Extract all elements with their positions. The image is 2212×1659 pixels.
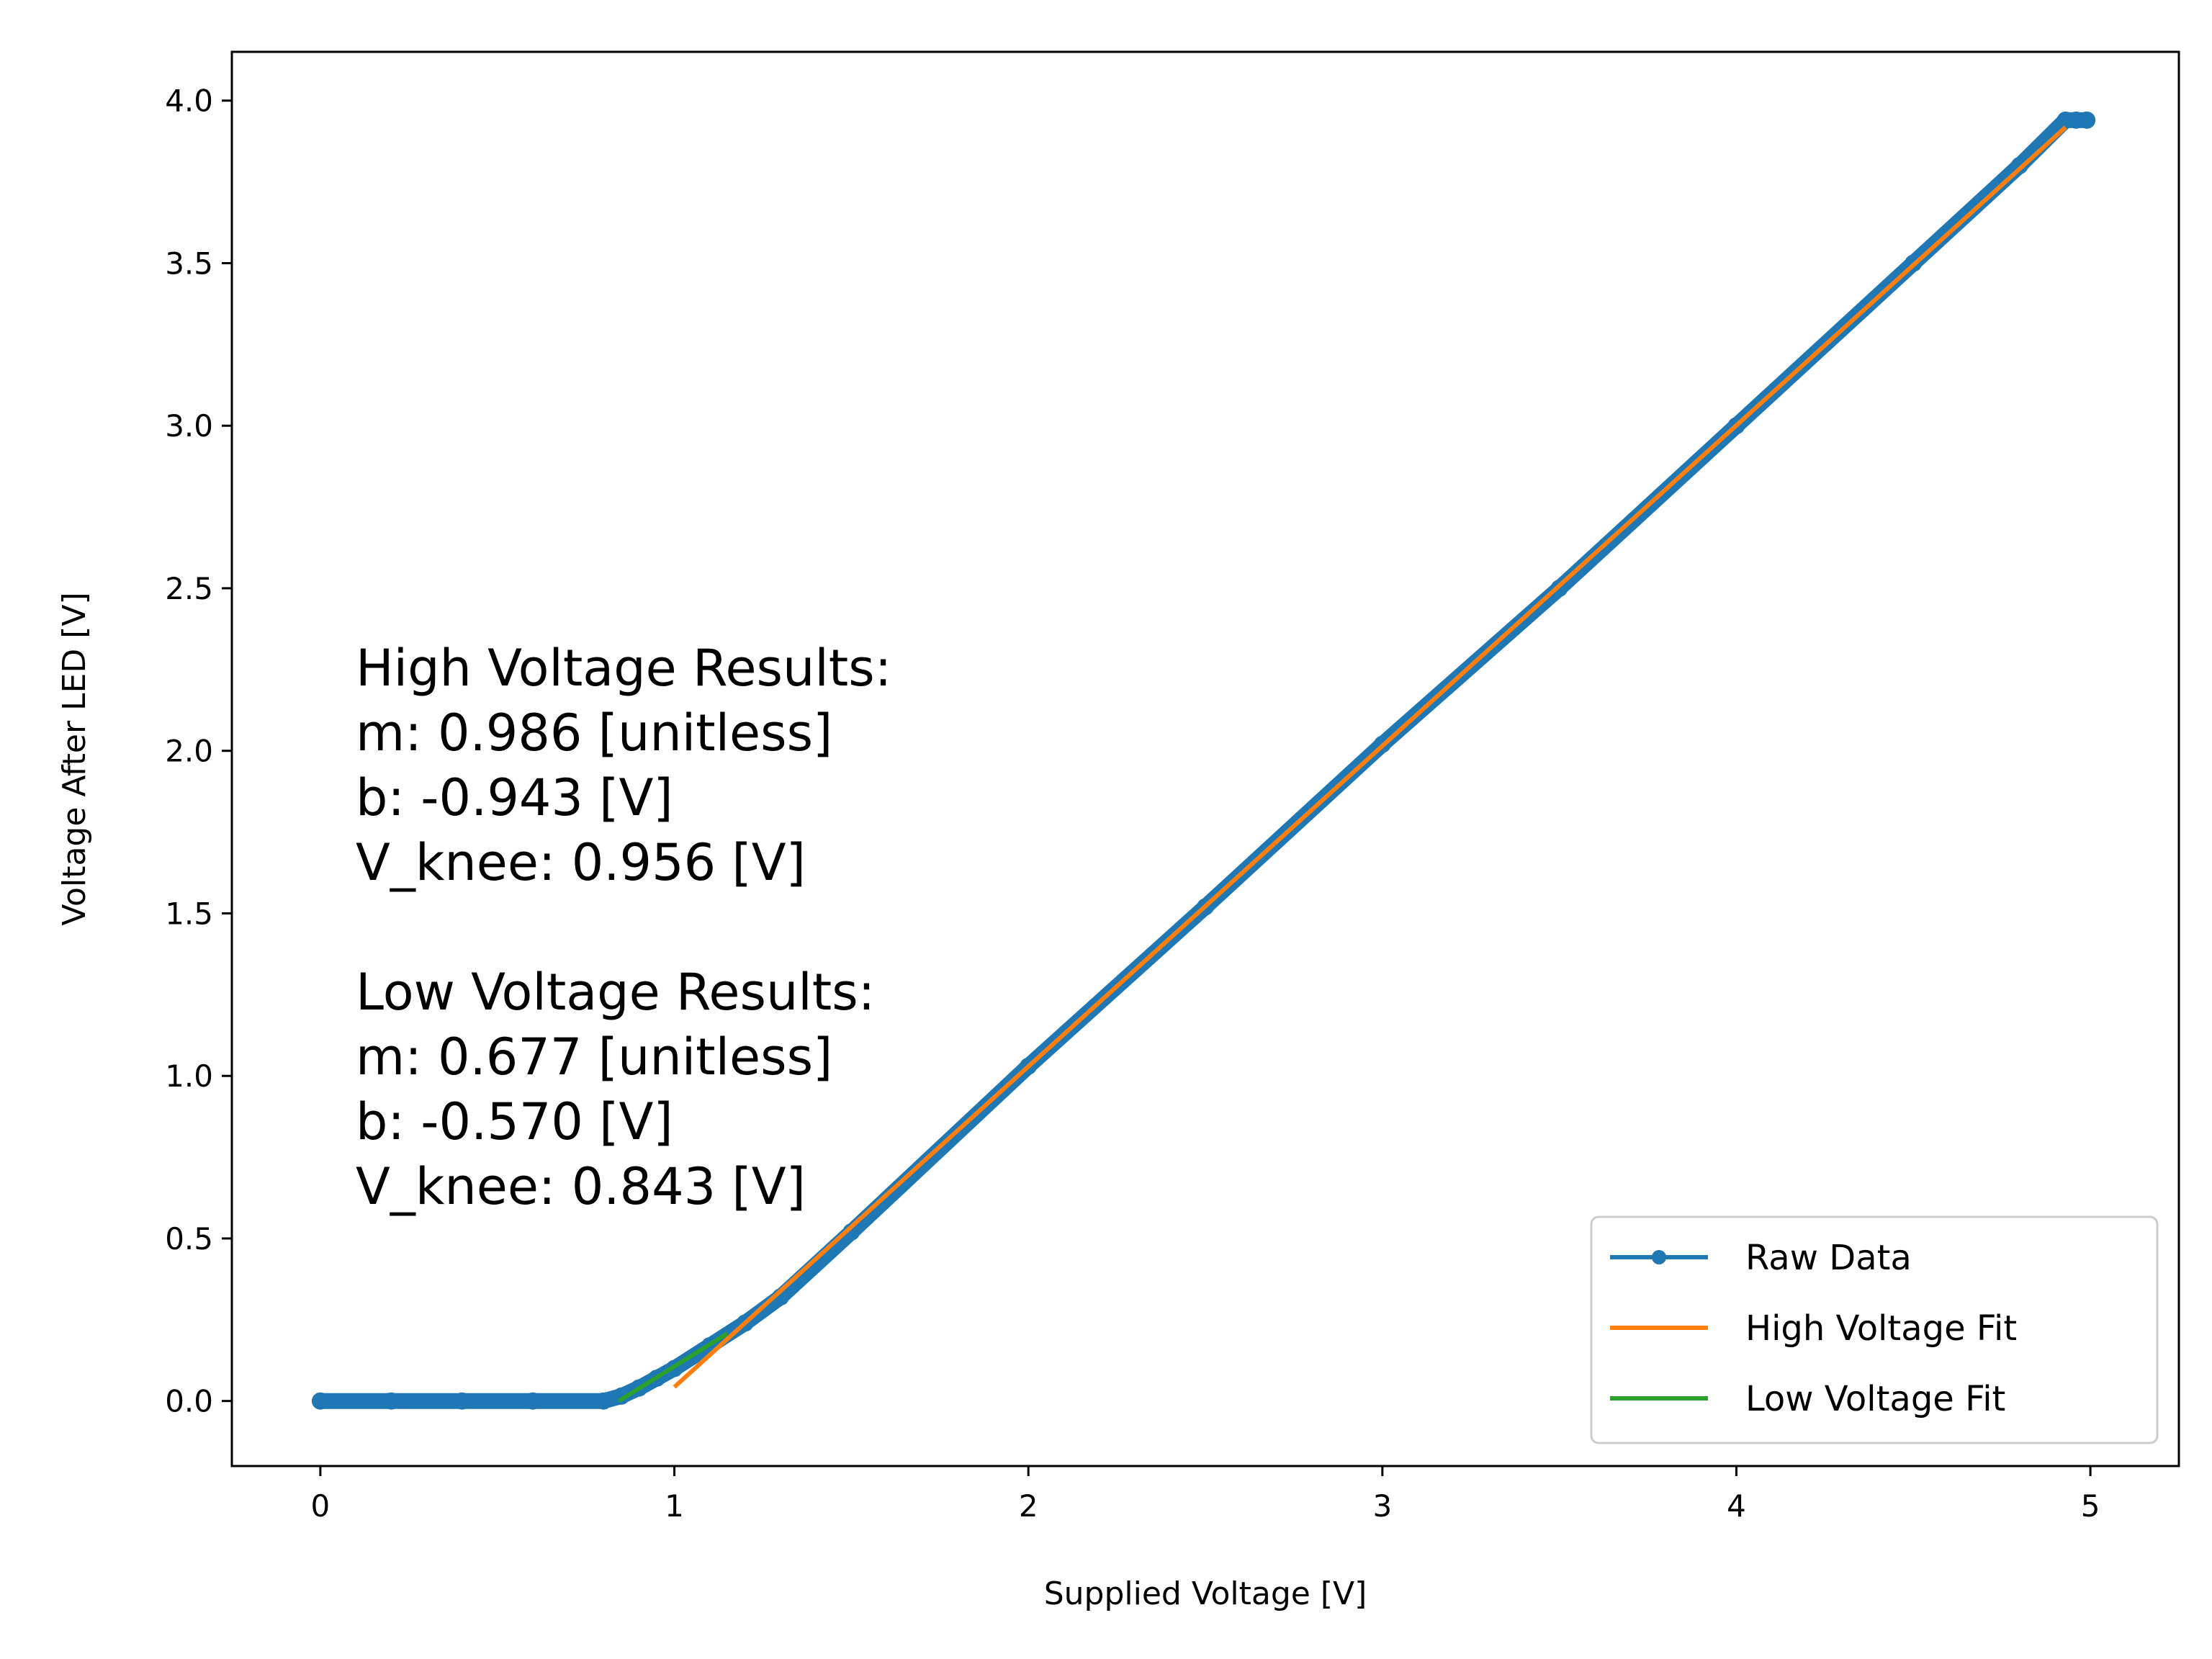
legend-label: High Voltage Fit — [1745, 1308, 2017, 1349]
low-voltage-fit-line — [617, 1331, 729, 1403]
x-tick-label: 2 — [1019, 1488, 1038, 1524]
legend-label: Raw Data — [1745, 1238, 1912, 1278]
annotation-line: High Voltage Results: — [356, 639, 891, 698]
y-tick-label: 4.0 — [165, 84, 213, 119]
y-tick-label: 2.5 — [165, 571, 213, 606]
series-layer — [311, 111, 2096, 1410]
y-tick-label: 3.5 — [165, 246, 213, 281]
annotation-line: b: -0.570 [V] — [356, 1092, 673, 1151]
annotation-line: m: 0.677 [unitless] — [356, 1028, 832, 1087]
annotation-line: V_knee: 0.956 [V] — [356, 833, 806, 892]
annotation-line: Low Voltage Results: — [356, 963, 875, 1022]
x-tick-label: 3 — [1372, 1488, 1392, 1524]
ticks-layer: 0 1 2 3 4 5 0.0 0.5 1.0 1.5 2.0 2.5 3.0 3.5 4.0 — [165, 84, 2100, 1524]
raw-data-point — [382, 1392, 400, 1410]
annotation-line: b: -0.943 [V] — [356, 768, 673, 827]
high-voltage-fit-line — [673, 125, 2067, 1389]
raw-data-point — [595, 1392, 613, 1410]
y-tick-label: 0.5 — [165, 1221, 213, 1256]
raw-data-point — [453, 1392, 471, 1410]
legend-label: Low Voltage Fit — [1745, 1379, 2005, 1419]
legend-marker — [1652, 1250, 1666, 1264]
x-tick-label: 1 — [665, 1488, 684, 1524]
y-tick-label: 2.0 — [165, 734, 213, 769]
raw-data-point — [311, 1392, 329, 1410]
y-tick-label: 1.0 — [165, 1058, 213, 1094]
raw-data-point — [523, 1392, 541, 1410]
y-tick-label: 1.5 — [165, 896, 213, 931]
y-axis-label: Voltage After LED [V] — [56, 592, 93, 925]
x-tick-label: 0 — [311, 1488, 331, 1524]
y-tick-label: 0.0 — [165, 1384, 213, 1419]
legend-box — [1590, 1215, 2159, 1444]
plot-frame — [230, 50, 2180, 1467]
raw-data-point — [2078, 111, 2096, 129]
x-tick-label: 4 — [1727, 1488, 1746, 1524]
annotation-line: m: 0.986 [unitless] — [356, 703, 832, 763]
results-annotation: High Voltage Results:m: 0.986 [unitless]… — [356, 639, 891, 1216]
y-tick-label: 3.0 — [165, 408, 213, 444]
raw-data-point — [612, 1387, 630, 1405]
raw-data-point — [842, 1223, 860, 1241]
x-axis-label: Supplied Voltage [V] — [1044, 1575, 1367, 1612]
legend: Raw Data High Voltage Fit Low Voltage Fit — [1590, 1215, 2159, 1444]
annotation-line: V_knee: 0.843 [V] — [356, 1157, 806, 1216]
x-tick-label: 5 — [2081, 1488, 2100, 1524]
